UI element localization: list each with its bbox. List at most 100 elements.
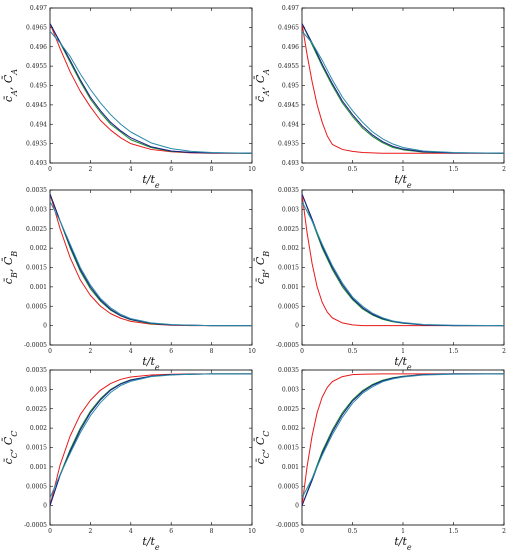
y-tick-label: 0.4945 [278,102,299,109]
x-axis-label: t/te [394,535,412,550]
y-tick-label: 0 [295,323,299,330]
y-tick-label: 0.0015 [278,265,299,272]
series-line-3 [301,23,505,154]
x-tick-label: 2 [88,348,92,355]
x-tick-label: 8 [210,348,214,355]
series-line-4 [301,201,505,327]
y-tick-label: 0.002 [282,245,299,252]
y-tick-label: 0.495 [30,83,47,90]
x-axis-label: t/te [394,173,412,190]
series-line-3 [49,23,253,154]
y-tick-label: 0.0015 [26,445,47,452]
y-tick-label: 0.4935 [26,141,47,148]
y-tick-label: 0 [295,503,299,510]
y-axis-label: c̄B, C̄B [2,251,19,284]
y-tick-label: 0.0005 [278,483,299,490]
y-tick-label: 0.0025 [278,406,299,413]
series-line-3 [49,193,252,327]
y-tick-label: 0.493 [282,160,299,167]
y-tick-label: 0.496 [30,44,47,51]
y-tick-label: -0.0005 [276,342,299,349]
x-tick-label: 2 [88,166,92,173]
y-tick-label: 0.0025 [278,226,299,233]
y-tick-label: 0.4965 [26,24,47,31]
y-tick-label: 0.0035 [26,367,47,374]
y-tick-label: 0.495 [282,83,299,90]
y-tick-label: 0.003 [30,386,47,393]
x-tick-label: 10 [248,166,256,173]
y-axis-label: c̄A, C̄A [2,69,19,102]
y-tick-label: 0.494 [30,121,47,128]
y-tick-label: 0.002 [282,425,299,432]
y-tick-label: 0.497 [30,5,47,12]
x-tick-label: 0 [48,166,52,173]
y-tick-label: 0.0015 [278,445,299,452]
y-tick-label: 0.0015 [26,265,47,272]
y-tick-label: 0.0035 [278,187,299,194]
y-tick-label: 0.4965 [278,24,299,31]
series-line-1 [301,193,504,327]
x-tick-label: 0 [300,528,304,535]
x-tick-label: 4 [129,166,133,173]
y-tick-label: 0.0035 [278,367,299,374]
series-line-2 [301,373,504,506]
y-axis-label: c̄B, C̄B [254,251,271,284]
x-tick-label: 4 [129,348,133,355]
plot-frame [49,369,253,526]
y-tick-label: 0.0025 [26,226,47,233]
x-tick-label: 2 [502,166,506,173]
x-tick-label: 0 [48,528,52,535]
x-tick-label: 10 [248,528,256,535]
x-axis-label: t/te [142,355,160,372]
series-line-1 [301,373,504,506]
series-line-2 [49,373,252,506]
series-line-4 [301,30,505,154]
y-tick-label: 0.001 [30,284,47,291]
x-tick-label: 1.5 [449,166,459,173]
chart-panel-6: 0 0.5 1 1.5 2-0.000500.00050.0010.00150.0020… [254,367,506,550]
y-tick-label: 0.4945 [26,102,47,109]
y-axis-label: c̄C, C̄C [2,431,19,465]
x-tick-label: 1 [401,528,405,535]
series-line-1 [49,193,252,327]
y-tick-label: 0.4955 [26,63,47,70]
y-tick-label: -0.0005 [276,522,299,529]
y-tick-label: 0.497 [282,5,299,12]
y-tick-label: 0.494 [282,121,299,128]
series-line-2 [301,193,504,327]
x-axis-label: t/te [394,355,412,372]
y-tick-label: 0.0005 [26,483,47,490]
x-tick-label: 0 [300,348,304,355]
series-line-1 [49,23,252,154]
x-tick-label: 1.5 [449,528,459,535]
y-tick-label: 0.4955 [278,63,299,70]
x-tick-label: 0 [48,348,52,355]
y-tick-label: 0.493 [30,160,47,167]
series-line-4 [49,373,252,499]
chart-panel-1: 0 2 4 6 8 10 0.493 0.4935 0.494 0.4945 0.495 0.4955… [2,5,256,190]
y-tick-label: 0.4935 [278,141,299,148]
x-tick-label: 10 [248,348,256,355]
y-tick-label: 0.003 [30,206,47,213]
y-tick-label: 0.003 [282,206,299,213]
chart-panel-5: 0 2 4 6 8 10-0.000500.00050.0010.00150.0020.0… [2,367,256,550]
x-tick-label: 6 [169,348,173,355]
x-tick-label: 2 [502,348,506,355]
x-tick-label: 4 [129,528,133,535]
x-tick-label: 0.5 [348,348,358,355]
series-line-4 [49,201,252,327]
y-tick-label: 0.0005 [26,303,47,310]
x-tick-label: 2 [502,528,506,535]
x-tick-label: 2 [88,528,92,535]
y-tick-label: 0 [43,503,47,510]
x-tick-label: 1 [401,348,405,355]
y-tick-label: 0.0035 [26,187,47,194]
x-axis-label: t/te [142,535,160,550]
x-axis-label: t/te [142,173,160,190]
y-tick-label: 0.001 [282,284,299,291]
plot-frame [49,7,253,164]
series-line-3 [301,193,504,327]
series-line-4 [301,373,505,499]
x-tick-label: 1.5 [449,348,459,355]
